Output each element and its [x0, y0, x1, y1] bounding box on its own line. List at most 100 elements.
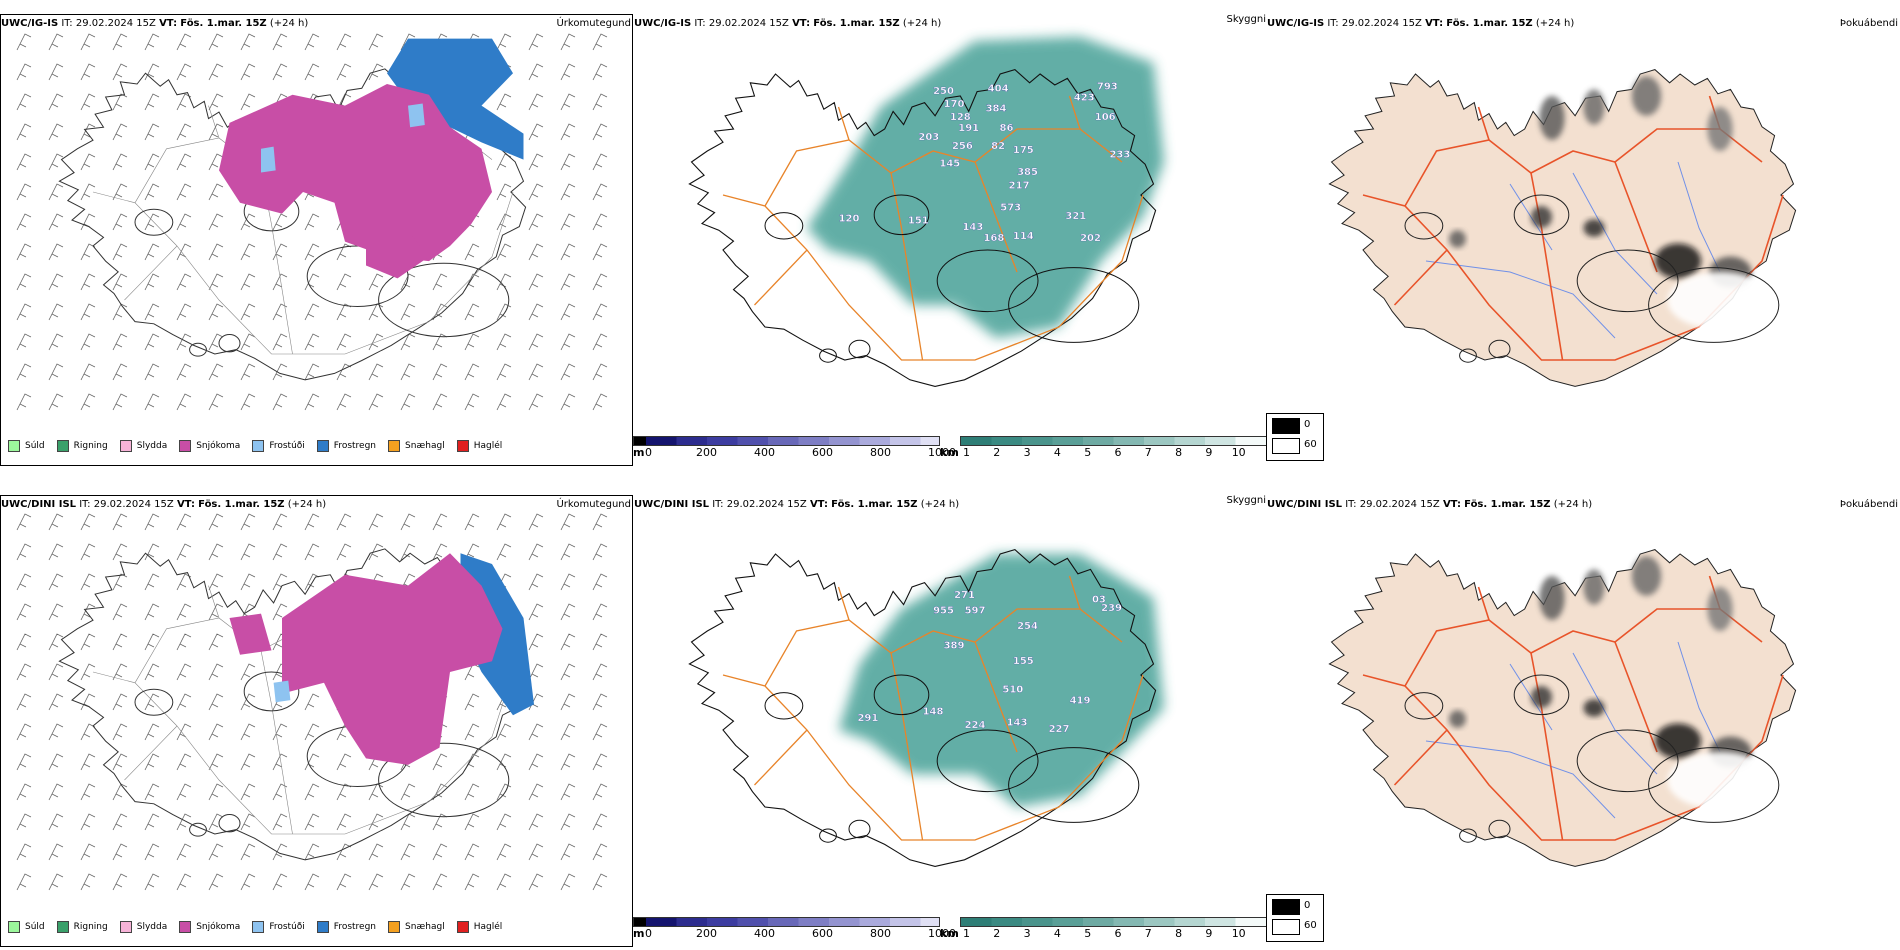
fog-area — [1583, 699, 1605, 717]
wind-barb — [432, 513, 448, 531]
visibility-tick: 5 — [1084, 927, 1092, 940]
wind-barb — [592, 153, 608, 171]
fog-label: 0 — [1304, 419, 1311, 430]
legend-swatch — [456, 921, 469, 933]
elevation-label: 254 — [1017, 621, 1038, 632]
wind-barb — [560, 783, 576, 801]
fog-label: 0 — [1304, 900, 1311, 911]
wind-barb — [496, 753, 512, 771]
legend-item: Slydda — [119, 921, 168, 933]
legend-item: Snjókoma — [179, 440, 240, 452]
elevation-label: 170 — [944, 99, 965, 110]
glacier-outline — [189, 822, 207, 837]
fog-legend-ig: 0 60 — [1266, 413, 1324, 461]
wind-barb — [112, 153, 128, 171]
wind-barb — [144, 783, 160, 801]
wind-barb — [16, 573, 32, 591]
elevation-label: 128 — [950, 112, 971, 123]
elevation-tick: 200 — [696, 927, 717, 940]
wind-barb — [176, 633, 192, 651]
wind-barb — [560, 813, 576, 831]
header-fog-ig: UWC/IG-IS IT: 29.02.2024 15Z VT: Fös. 1.… — [1267, 18, 1898, 29]
legend-swatch — [388, 921, 401, 933]
wind-barb — [16, 273, 32, 291]
wind-barb — [560, 333, 576, 351]
wind-barb — [80, 873, 96, 891]
road-line — [974, 641, 1018, 753]
wind-barb — [592, 273, 608, 291]
wind-barb — [208, 33, 224, 51]
wind-barb — [400, 273, 416, 291]
wind-barb — [368, 783, 384, 801]
elevation-label: 955 — [933, 605, 954, 616]
elevation-label: 224 — [965, 720, 986, 731]
panel-title: Þokuábendi — [1839, 18, 1898, 29]
field-area — [838, 554, 1164, 807]
wind-barb — [528, 873, 544, 891]
visibility-tick: 5 — [1084, 446, 1092, 459]
elevation-tick: 800 — [870, 927, 891, 940]
wind-barb — [48, 183, 64, 201]
wind-barb — [560, 663, 576, 681]
wind-barb — [432, 273, 448, 291]
wind-barb — [400, 363, 416, 381]
wind-barb — [144, 723, 160, 741]
fog-area — [1707, 587, 1733, 631]
legend-swatch — [316, 440, 329, 452]
wind-barb — [80, 63, 96, 81]
wind-barb — [176, 153, 192, 171]
legend-swatch — [119, 440, 132, 452]
wind-barb — [464, 333, 480, 351]
road-line — [837, 106, 850, 141]
wind-barb — [176, 33, 192, 51]
wind-barb — [80, 183, 96, 201]
elevation-label: 256 — [952, 141, 973, 152]
wind-barb — [144, 63, 160, 81]
wind-barb — [48, 573, 64, 591]
road-line — [754, 249, 808, 306]
elevation-unit: m — [633, 927, 645, 940]
wind-barb — [208, 243, 224, 261]
wind-barb — [432, 873, 448, 891]
wind-barb — [208, 543, 224, 561]
wind-barb — [496, 843, 512, 861]
wind-barb — [80, 363, 96, 381]
wind-barb — [80, 813, 96, 831]
wind-barb — [112, 93, 128, 111]
fog-area — [1631, 556, 1662, 596]
wind-barb — [112, 543, 128, 561]
wind-barb — [496, 543, 512, 561]
wind-barb — [144, 303, 160, 321]
wind-barb — [336, 273, 352, 291]
wind-barb — [48, 63, 64, 81]
legend-swatch — [56, 440, 69, 452]
wind-barb — [272, 843, 288, 861]
wind-barb — [368, 813, 384, 831]
legend-item: Frostregn — [316, 440, 377, 452]
fog-area — [1631, 76, 1662, 116]
wind-barb — [464, 393, 480, 411]
elevation-label: 227 — [1049, 724, 1070, 735]
model-name: UWC/DINI ISL — [634, 499, 710, 510]
wind-barb — [176, 303, 192, 321]
elevation-label: 389 — [944, 641, 965, 652]
wind-barb — [304, 813, 320, 831]
wind-barb — [272, 243, 288, 261]
elevation-label: 82 — [991, 141, 1005, 152]
road-line — [1530, 172, 1564, 361]
glacier-outline — [1648, 747, 1780, 823]
model-name: UWC/DINI ISL — [1267, 499, 1343, 510]
wind-barb — [240, 843, 256, 861]
legend-label: Frostregn — [333, 441, 377, 451]
wind-barb — [272, 543, 288, 561]
wind-barb — [496, 723, 512, 741]
elevation-label: 203 — [918, 132, 939, 143]
legend-label: Slydda — [136, 441, 168, 451]
wind-barb — [272, 333, 288, 351]
wind-barb — [304, 723, 320, 741]
wind-barb — [592, 303, 608, 321]
wind-barb — [208, 153, 224, 171]
legend-label: Slydda — [136, 922, 168, 932]
field-area — [273, 680, 291, 703]
field-area — [387, 38, 524, 160]
